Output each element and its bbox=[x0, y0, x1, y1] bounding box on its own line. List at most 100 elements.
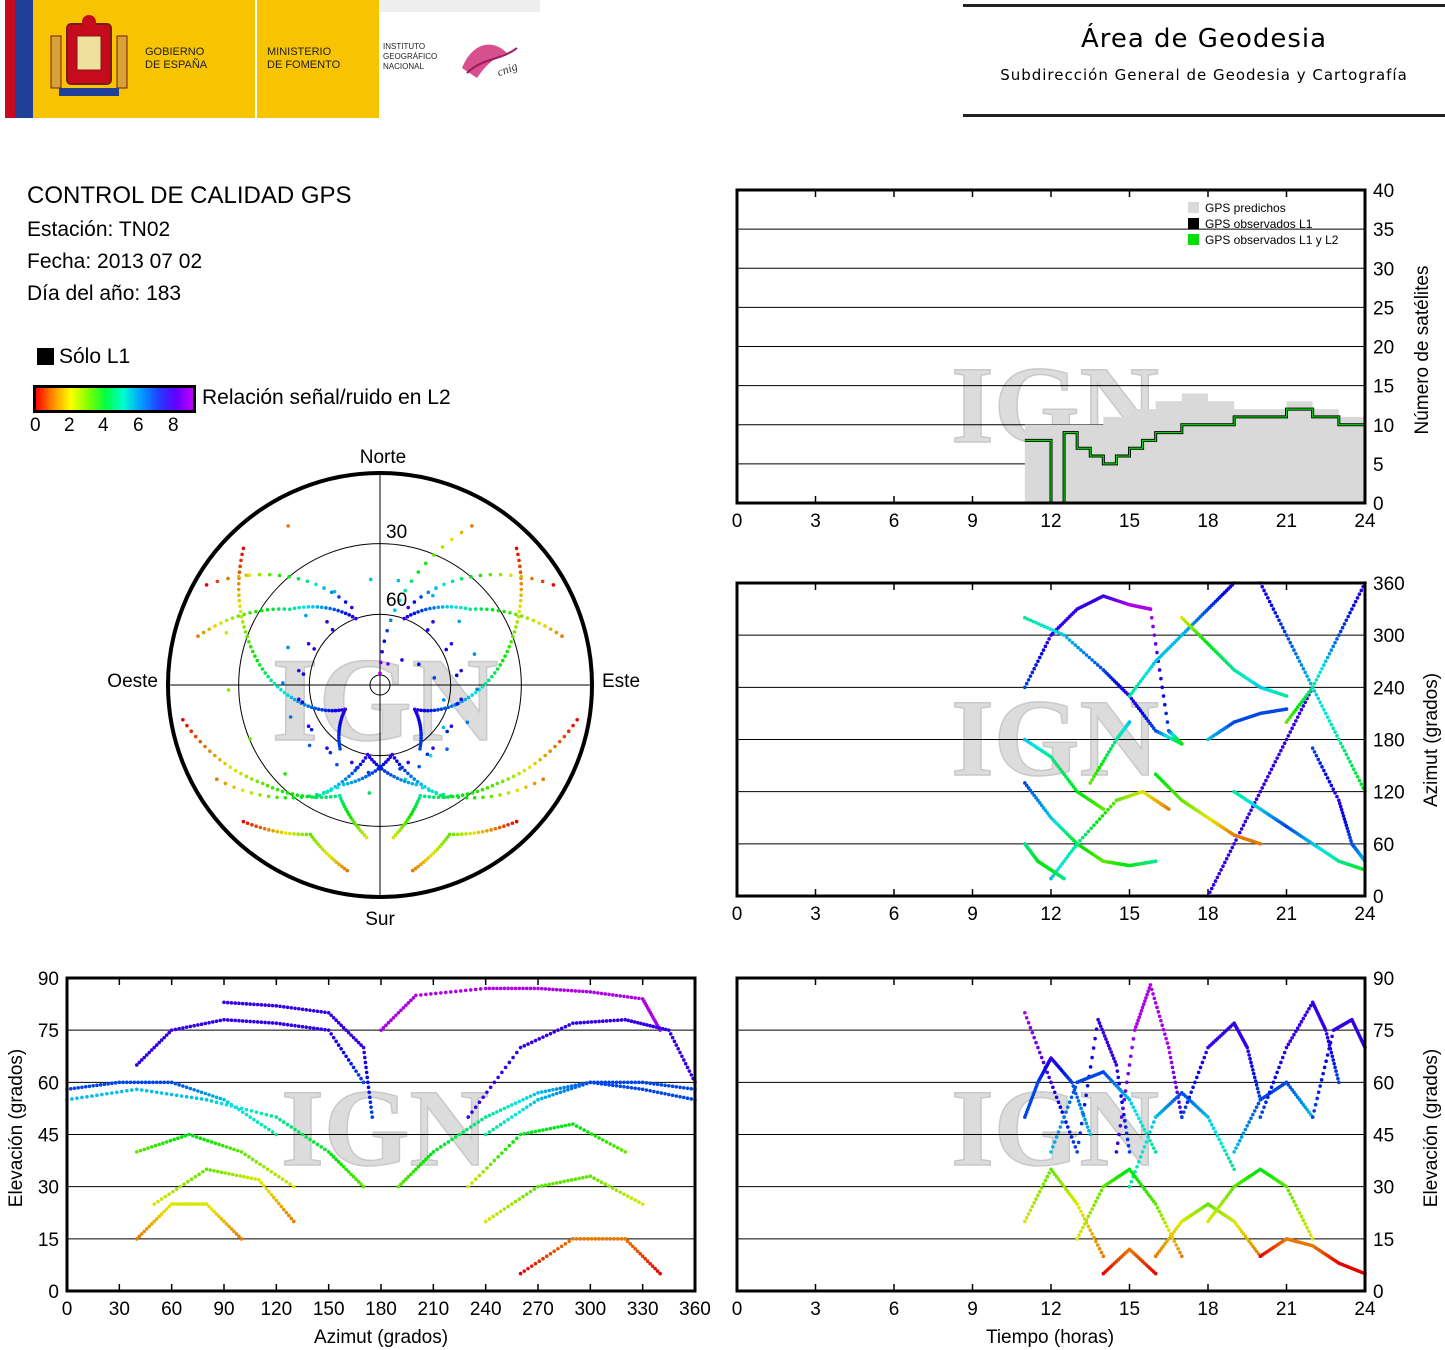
track-point bbox=[164, 1140, 169, 1144]
track-point bbox=[1292, 648, 1296, 652]
track-point bbox=[1140, 1005, 1145, 1010]
track-point bbox=[1211, 883, 1216, 887]
track-point bbox=[468, 607, 473, 612]
track-point bbox=[324, 795, 328, 799]
track-point bbox=[640, 1254, 645, 1259]
track-point bbox=[1246, 1049, 1250, 1054]
track-point bbox=[1187, 1095, 1192, 1100]
track-point bbox=[163, 1194, 168, 1199]
track-point bbox=[581, 989, 585, 994]
track-point bbox=[1069, 1194, 1074, 1199]
track-point bbox=[240, 552, 244, 557]
track-point bbox=[442, 698, 446, 702]
track-point bbox=[225, 1018, 230, 1022]
track-point bbox=[196, 1089, 200, 1093]
track-point bbox=[633, 1246, 637, 1251]
track-point bbox=[510, 1115, 514, 1119]
track-point bbox=[1144, 1140, 1149, 1144]
track-point bbox=[1307, 678, 1311, 682]
track-point bbox=[406, 605, 410, 610]
track-point bbox=[224, 1145, 229, 1149]
track-point bbox=[681, 1058, 686, 1062]
legend-l1l2: GPS observados L1 y L2 bbox=[1205, 233, 1339, 247]
track-point bbox=[1094, 1199, 1098, 1204]
north-label: Norte bbox=[360, 447, 406, 468]
x-tick-label: 6 bbox=[889, 1299, 900, 1320]
track-point bbox=[309, 705, 314, 710]
track-point bbox=[1327, 651, 1332, 656]
track-point bbox=[618, 1080, 623, 1085]
track-point bbox=[431, 620, 435, 624]
track-point bbox=[1150, 724, 1154, 728]
track-point bbox=[224, 1222, 229, 1226]
track-point bbox=[291, 1184, 296, 1189]
track-point bbox=[213, 753, 217, 758]
track-point bbox=[1297, 1210, 1302, 1215]
track-point bbox=[522, 1269, 527, 1273]
track-point bbox=[1307, 1229, 1311, 1234]
track-point bbox=[1023, 1010, 1027, 1015]
track-point bbox=[614, 1188, 619, 1192]
track-point bbox=[586, 1237, 590, 1241]
track-point bbox=[382, 769, 387, 773]
track-point bbox=[502, 1207, 507, 1211]
horizon-ring bbox=[166, 471, 594, 899]
track-point bbox=[361, 1045, 366, 1050]
track-point bbox=[1342, 622, 1347, 626]
track-point bbox=[540, 579, 545, 584]
track-point bbox=[1034, 663, 1038, 667]
track-point bbox=[558, 988, 563, 992]
track-point bbox=[1023, 1219, 1027, 1224]
track-point bbox=[1284, 633, 1289, 637]
track-point bbox=[1034, 1197, 1038, 1201]
track-point bbox=[623, 1017, 628, 1022]
track-point bbox=[502, 986, 507, 991]
track-point bbox=[341, 782, 346, 787]
track-point bbox=[1295, 1026, 1300, 1030]
track-point bbox=[320, 708, 324, 712]
watermark-text: IGN bbox=[281, 1067, 489, 1189]
track-point bbox=[1133, 686, 1137, 691]
track-point bbox=[440, 605, 445, 609]
track-point bbox=[573, 1177, 578, 1182]
track-point bbox=[270, 1021, 275, 1025]
track-point bbox=[409, 774, 413, 779]
track-point bbox=[1262, 1105, 1266, 1109]
track-point bbox=[1236, 1224, 1240, 1229]
track-point bbox=[455, 832, 460, 837]
track-point bbox=[1153, 1254, 1158, 1259]
track-point bbox=[370, 757, 374, 762]
track-point bbox=[1138, 1155, 1143, 1159]
track-point bbox=[228, 1146, 233, 1150]
track-point bbox=[285, 1122, 290, 1127]
y-tick-label: 15 bbox=[1373, 377, 1394, 398]
track-point bbox=[1097, 1246, 1102, 1251]
track-point bbox=[193, 1174, 198, 1179]
track-point bbox=[1103, 810, 1108, 815]
track-point bbox=[445, 729, 449, 734]
track-point bbox=[1294, 1092, 1298, 1097]
x-tick-label: 18 bbox=[1197, 904, 1218, 925]
track-point bbox=[502, 1106, 507, 1111]
track-point bbox=[409, 998, 413, 1003]
track-point bbox=[242, 612, 246, 617]
track-point bbox=[668, 1032, 673, 1036]
track-point bbox=[248, 1019, 252, 1024]
track-point bbox=[1327, 779, 1332, 784]
track-point bbox=[1129, 691, 1134, 696]
track-point bbox=[1026, 678, 1031, 682]
track-point bbox=[416, 610, 420, 614]
track-point bbox=[276, 607, 281, 611]
track-point bbox=[158, 1080, 163, 1085]
track-point bbox=[451, 832, 456, 837]
track-point bbox=[274, 1198, 279, 1203]
track-point bbox=[510, 1202, 514, 1206]
track-point bbox=[1095, 768, 1100, 773]
track-point bbox=[525, 616, 530, 620]
track-point bbox=[1284, 1080, 1289, 1085]
track-point bbox=[640, 1080, 645, 1085]
track-point bbox=[1138, 1012, 1143, 1016]
track-point bbox=[289, 1125, 294, 1129]
track-point bbox=[563, 1024, 568, 1029]
track-point bbox=[214, 1100, 219, 1105]
